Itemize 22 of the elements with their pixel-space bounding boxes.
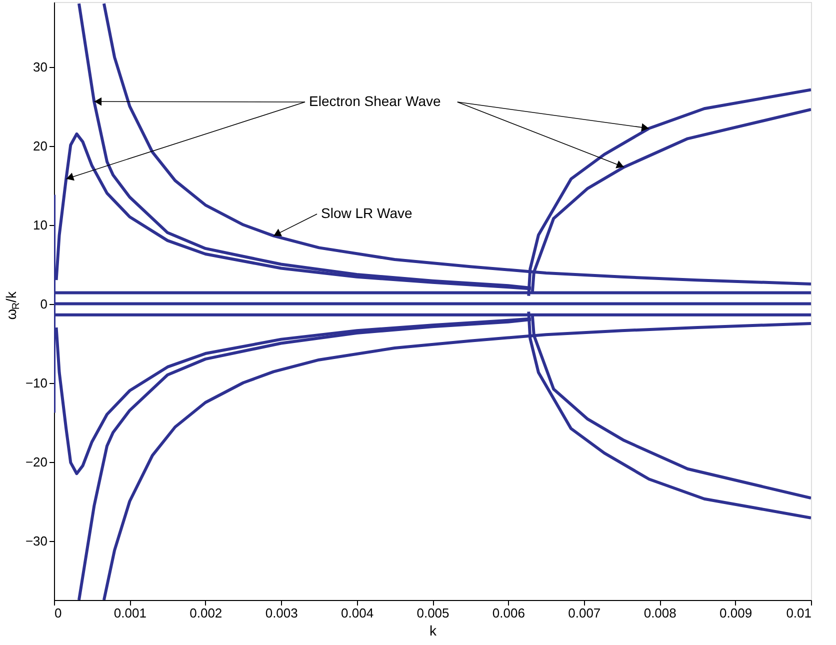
x-tick-label: 0.004 xyxy=(341,606,374,620)
x-tick-label: 0.008 xyxy=(644,606,676,620)
y-tick-label: −10 xyxy=(25,375,48,390)
y-tick-label: −30 xyxy=(25,533,48,548)
x-tick-label: 0.007 xyxy=(568,606,601,620)
x-tick-label: 0.002 xyxy=(190,606,222,620)
annotation: Electron Shear Wave xyxy=(309,93,441,109)
x-axis-title: k xyxy=(430,622,438,638)
y-tick-label: 30 xyxy=(33,59,48,74)
y-tick-label: 10 xyxy=(33,217,48,232)
y-tick-label: −20 xyxy=(25,454,48,470)
y-tick-label: 20 xyxy=(33,138,48,154)
annotation: Slow LR Wave xyxy=(321,205,412,221)
y-axis-title: ωR/k xyxy=(3,290,22,320)
x-tick-label: 0.003 xyxy=(265,606,298,620)
y-tick-label: 0 xyxy=(40,296,48,312)
x-tick-label: 0.001 xyxy=(114,606,146,620)
x-tick-label: 0 xyxy=(54,606,62,620)
x-tick-label: 0.006 xyxy=(492,606,525,620)
x-tick-label: 0.01 xyxy=(786,606,812,620)
x-tick-label: 0.005 xyxy=(416,606,450,620)
x-tick-label: 0.009 xyxy=(720,606,752,620)
